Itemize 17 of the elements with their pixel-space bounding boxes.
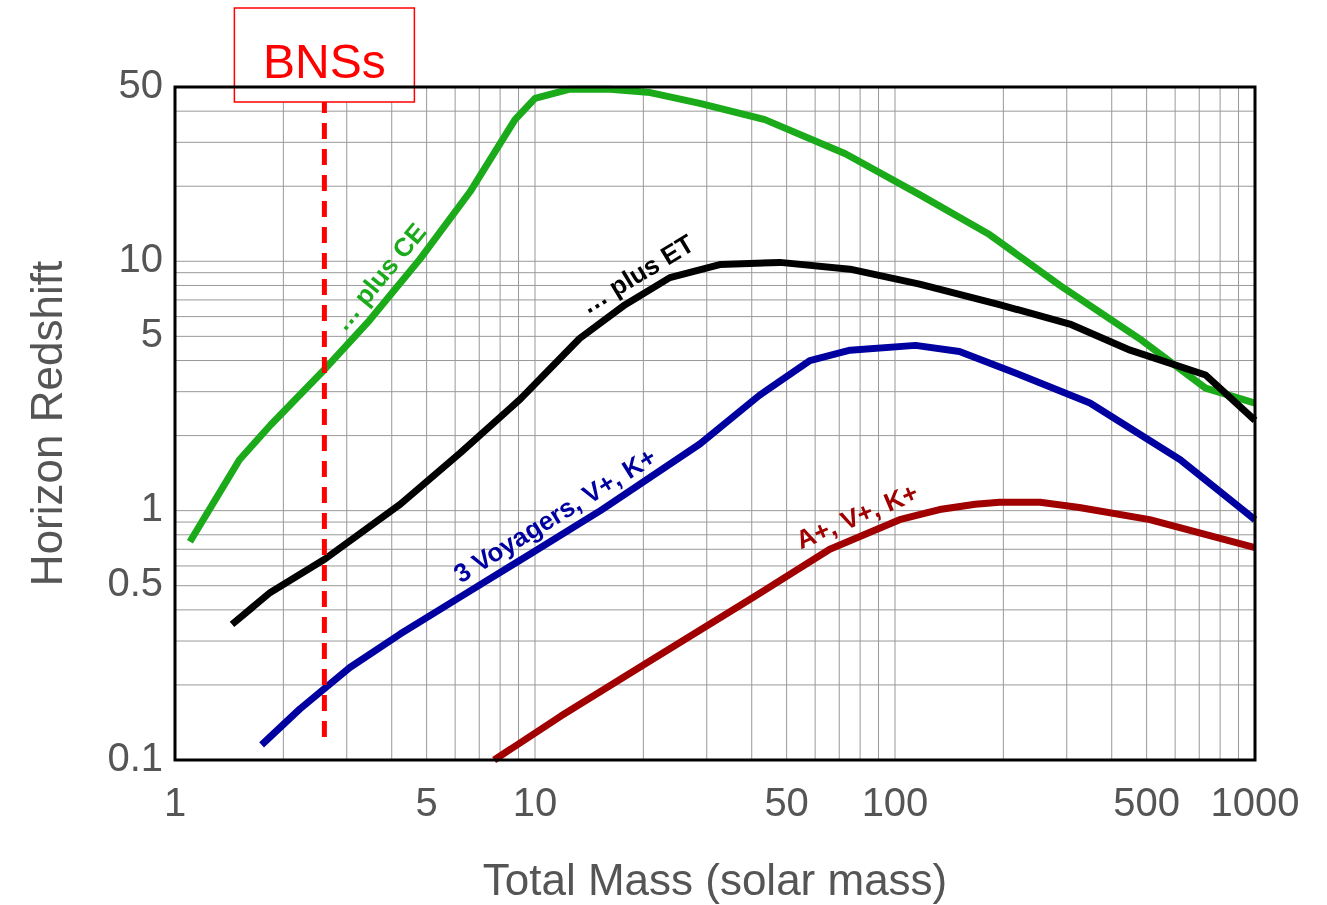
x-tick-label: 50 bbox=[764, 780, 809, 824]
ref-line-label: BNSs bbox=[263, 35, 386, 88]
x-tick-label: 10 bbox=[512, 780, 558, 824]
x-axis-title: Total Mass (solar mass) bbox=[482, 855, 948, 904]
y-tick-label: 0.5 bbox=[107, 560, 163, 605]
y-tick-label: 50 bbox=[118, 61, 163, 106]
x-tick-label: 500 bbox=[1113, 780, 1180, 824]
y-tick-label: 5 bbox=[140, 310, 163, 355]
y-tick-label: 0.1 bbox=[107, 734, 163, 779]
text: A+, V+, K+ bbox=[791, 476, 923, 555]
y-axis-title: Horizon Redshift bbox=[22, 260, 71, 587]
x-tick-label: 1000 bbox=[1210, 780, 1300, 824]
y-tick-label: 10 bbox=[118, 235, 163, 280]
x-tick-label: 5 bbox=[415, 780, 438, 824]
y-tick-label: 1 bbox=[140, 485, 163, 530]
text: … plus ET bbox=[574, 228, 700, 320]
x-tick-label: 100 bbox=[861, 780, 929, 824]
